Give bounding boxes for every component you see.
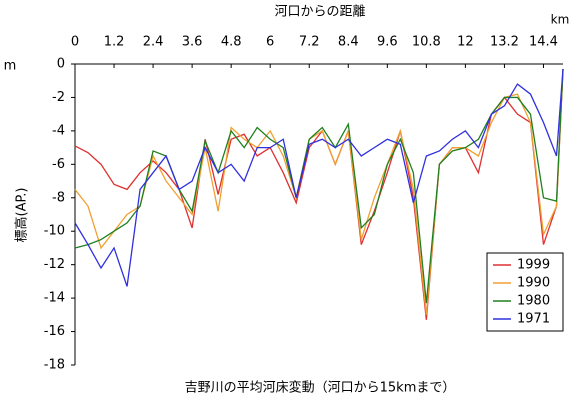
x-tick-label: 12 [457,35,474,50]
y-tick-label: -12 [44,257,65,272]
legend-label: 1990 [517,276,550,291]
y-tick-label: -16 [44,324,65,339]
x-tick-label: 8.4 [338,35,359,50]
y-tick-label: -2 [52,90,65,105]
chart-title: 吉野川の平均河床変動（河口から15kmまで） [185,380,456,396]
legend-label: 1971 [517,312,550,327]
y-tick-label: -8 [52,190,65,205]
legend-label: 1980 [517,294,550,309]
series-line [74,68,564,304]
y-tick-label: -4 [52,123,65,138]
y-tick-label: -10 [44,224,65,239]
x-unit: km [551,13,570,27]
x-tick-label: 3.6 [182,35,203,50]
series-line [74,68,564,315]
x-tick-label: 9.6 [377,35,398,50]
legend-label: 1999 [517,258,550,273]
x-tick-label: 7.2 [299,35,320,50]
x-tick-label: 2.4 [143,35,164,50]
y-tick-label: -18 [44,358,65,373]
y-tick-label: -6 [52,157,65,172]
series-line [74,68,564,287]
y-tick-label: -14 [44,291,65,306]
x-tick-label: 1.2 [104,35,125,50]
x-tick-label: 6 [266,35,274,50]
y-tick-label: 0 [57,57,65,72]
x-tick-label: 14.4 [529,35,558,50]
legend-box [486,252,564,332]
x-tick-label: 10.8 [412,35,441,50]
x-tick-label: 0 [71,35,79,50]
y-axis-label: 標高(AP.) [14,188,30,243]
x-tick-label: 13.2 [490,35,519,50]
x-axis-label: 河口からの距離 [274,5,365,20]
x-tick-label: 4.8 [221,35,242,50]
y-unit: m [4,59,17,74]
